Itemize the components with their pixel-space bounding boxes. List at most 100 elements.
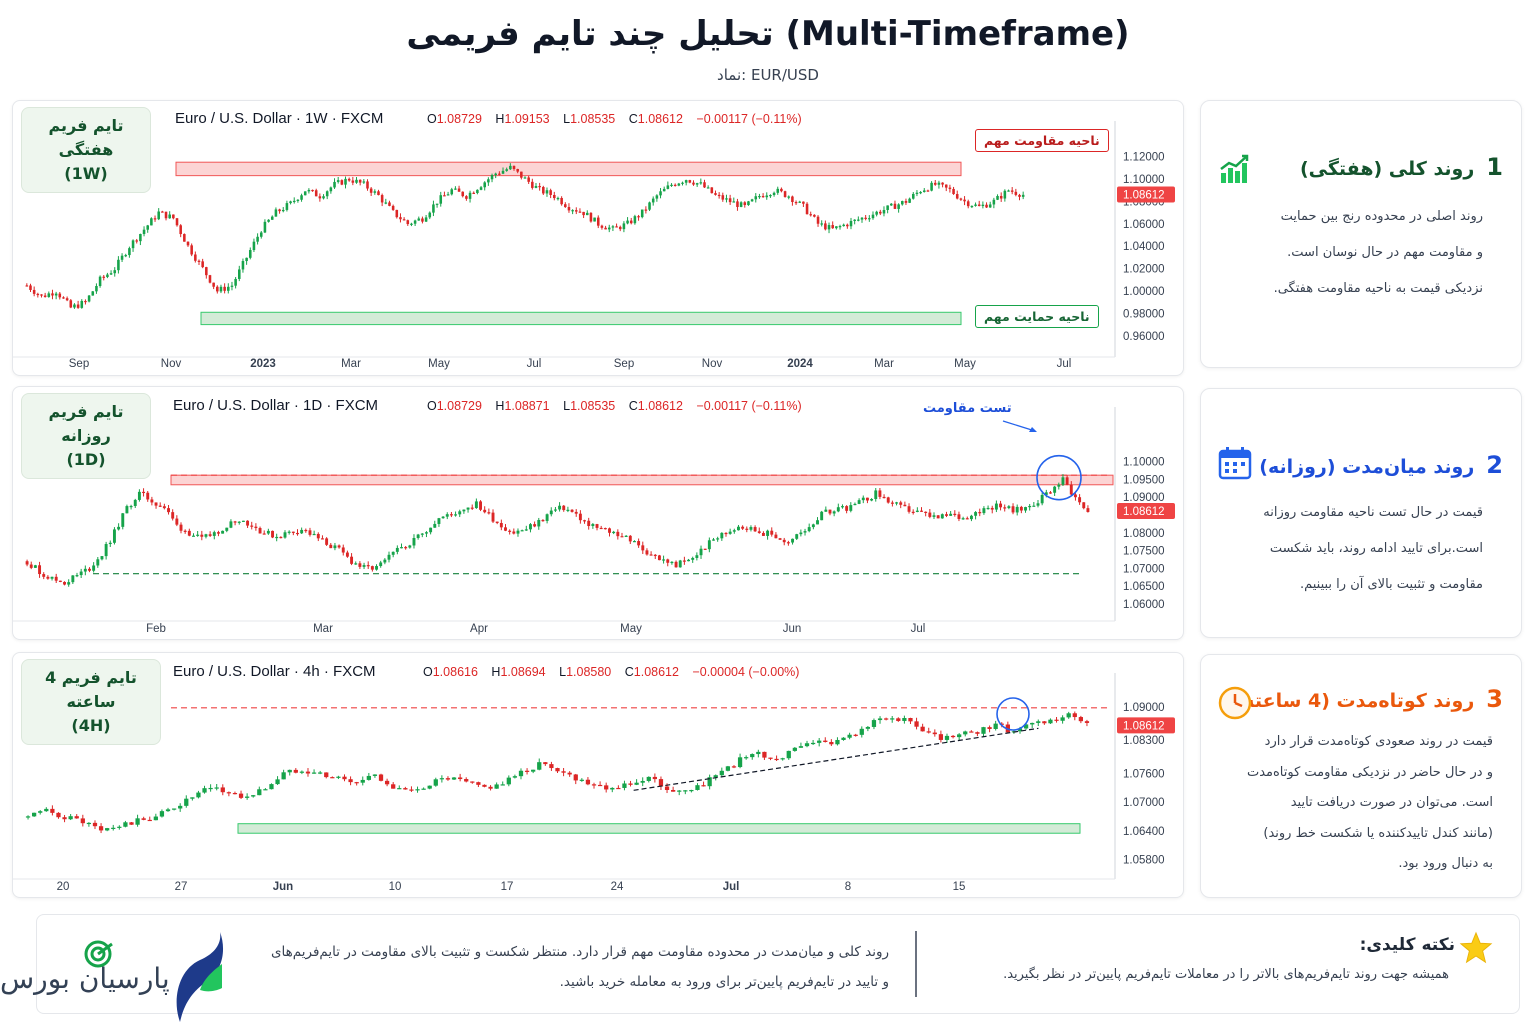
candle (553, 194, 556, 199)
candle (125, 506, 129, 514)
candle (25, 816, 31, 818)
candle (804, 743, 810, 747)
candle (717, 194, 721, 197)
candle (372, 774, 378, 776)
candle (955, 194, 959, 199)
candle (38, 811, 43, 813)
candle (599, 527, 603, 530)
candle (1007, 506, 1011, 509)
candle (610, 787, 615, 790)
candle (267, 219, 270, 222)
candle (370, 566, 374, 570)
candle (922, 190, 926, 193)
candle (1082, 502, 1086, 509)
candle (1018, 194, 1021, 197)
candle (571, 210, 574, 212)
candle (966, 201, 970, 207)
candle (695, 785, 700, 790)
x-tick-label: Mar (313, 623, 333, 635)
candle (117, 526, 121, 530)
candle (783, 191, 787, 197)
candle (465, 196, 468, 199)
candle (344, 178, 347, 185)
x-tick-label: 10 (389, 881, 402, 893)
candle (829, 741, 834, 745)
candle (537, 519, 541, 527)
candle (233, 521, 237, 523)
timeframe-badge-weekly: تایم فریم هفتگی (1W) (21, 107, 151, 193)
trendline (633, 727, 1039, 791)
candle (622, 783, 627, 788)
candle (354, 563, 358, 565)
candle (640, 780, 645, 783)
candle (846, 224, 849, 227)
candle (1010, 190, 1014, 192)
candle (164, 211, 168, 219)
candle (512, 776, 518, 778)
candle (461, 191, 465, 197)
candle (274, 209, 278, 217)
candle (325, 538, 329, 545)
candle (901, 201, 904, 205)
candle (907, 506, 911, 512)
candle (220, 787, 225, 793)
candle (404, 547, 408, 549)
candle (811, 524, 815, 528)
candle (780, 188, 783, 192)
x-tick-label: Mar (874, 358, 894, 370)
candle (462, 509, 466, 512)
candle (296, 199, 300, 201)
candle (944, 184, 948, 188)
candle (415, 789, 420, 791)
candle (579, 779, 584, 781)
candle (129, 822, 134, 825)
ohlc-low: 1.08535 (570, 399, 616, 413)
support-zone (237, 823, 1081, 834)
candle (710, 187, 714, 194)
parsian-logo-icon (84, 932, 224, 1022)
x-tick-label: Jul (911, 623, 926, 635)
candle (608, 528, 611, 533)
candle (731, 766, 737, 768)
candle (707, 540, 711, 550)
candle (798, 201, 802, 203)
candle (135, 240, 139, 242)
candle (391, 784, 396, 789)
candle (744, 757, 749, 759)
candle (573, 774, 578, 781)
candle (232, 792, 238, 795)
candle (600, 225, 604, 228)
candle (612, 531, 616, 534)
candle (1072, 713, 1077, 718)
candle (491, 512, 495, 522)
candle (655, 195, 659, 199)
x-tick-label: 8 (845, 881, 851, 893)
candle (366, 775, 371, 780)
candle (957, 514, 961, 519)
candle (657, 555, 661, 561)
candle (214, 787, 219, 789)
x-tick-label: 20 (57, 881, 70, 893)
ohlc-open: 1.08729 (436, 112, 482, 126)
candle (86, 822, 92, 825)
candle (1066, 713, 1071, 718)
candle (959, 198, 963, 200)
ohlc-high: 1.09153 (504, 112, 550, 126)
candle (46, 576, 50, 579)
candle (786, 750, 791, 759)
ohlc-low: 1.08535 (570, 112, 616, 126)
candle (358, 179, 362, 183)
candle (678, 560, 682, 568)
candle (246, 520, 250, 526)
candle (703, 548, 707, 550)
candle (651, 198, 655, 203)
ohlc-readout: O1.08729 H1.09153 L1.08535 C1.08612 −0.0… (427, 112, 812, 126)
daily-candlestick-chart: 1.100001.095001.090001.085001.080001.075… (13, 407, 1175, 635)
candle (196, 792, 201, 798)
candle (318, 772, 323, 774)
candle (271, 530, 274, 538)
candle (703, 182, 706, 188)
candle (531, 181, 534, 188)
candle (778, 538, 782, 540)
candle (117, 259, 120, 271)
